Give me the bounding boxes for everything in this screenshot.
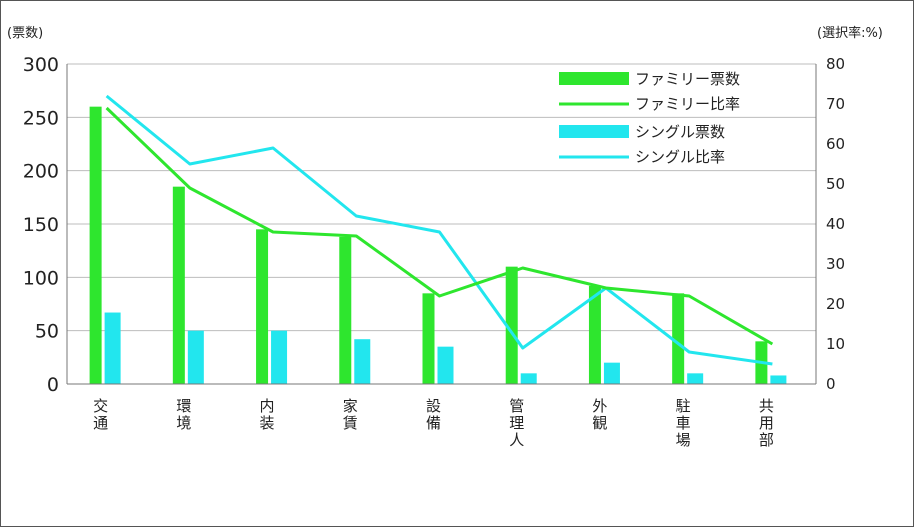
single-votes-bar xyxy=(187,330,204,384)
left-tick-label: 200 xyxy=(23,161,59,183)
legend: ファミリー票数 ファミリー比率 シングル票数 シングル比率 xyxy=(559,70,740,166)
family-votes-bar xyxy=(422,293,435,384)
category-label: 家賃 xyxy=(343,397,358,432)
right-tick-label: 40 xyxy=(826,215,845,233)
family-votes-bar xyxy=(89,106,102,385)
single-votes-bar xyxy=(520,373,537,384)
right-axis-ticks: 0 10 20 30 40 50 60 70 80 xyxy=(826,55,845,393)
category-label: 設備 xyxy=(426,397,441,432)
legend-family-ratio-label: ファミリー比率 xyxy=(635,95,740,113)
single-votes-bar xyxy=(271,330,288,384)
family-votes-bar xyxy=(672,293,685,384)
single-votes-bar xyxy=(354,339,371,384)
family-votes-bar xyxy=(505,266,518,384)
category-label: 内装 xyxy=(260,397,275,432)
axes xyxy=(66,64,817,385)
category-label: 共用部 xyxy=(759,397,774,449)
family-votes-bar xyxy=(172,186,185,384)
legend-single-ratio-label: シングル比率 xyxy=(635,148,725,166)
right-tick-label: 0 xyxy=(826,375,836,393)
legend-family-votes-label: ファミリー票数 xyxy=(635,70,740,88)
single-votes-bar xyxy=(104,312,121,384)
legend-single-votes-label: シングル票数 xyxy=(635,123,725,141)
legend-single-votes-swatch xyxy=(559,125,629,138)
left-tick-label: 100 xyxy=(23,267,59,289)
category-labels: 交通 環境 内装 家賃 設備 管理人 外観 駐車場 共用部 xyxy=(93,397,774,449)
family-votes-bar xyxy=(588,285,601,384)
right-tick-label: 70 xyxy=(826,95,845,113)
gridlines xyxy=(67,63,816,332)
right-tick-label: 50 xyxy=(826,175,845,193)
single-ratio-line xyxy=(105,94,773,366)
single-votes-bars xyxy=(104,312,787,384)
left-tick-label: 0 xyxy=(47,374,59,396)
ratio-lines xyxy=(105,94,774,366)
category-label: 駐車場 xyxy=(676,397,691,449)
family-votes-bar xyxy=(339,236,352,384)
family-votes-bar xyxy=(256,229,269,384)
left-tick-label: 150 xyxy=(23,214,59,236)
right-tick-label: 10 xyxy=(826,335,845,353)
single-votes-bar xyxy=(603,362,620,384)
legend-family-votes-swatch xyxy=(559,72,629,85)
left-tick-label: 250 xyxy=(23,107,59,129)
right-tick-label: 20 xyxy=(826,295,845,313)
category-label: 交通 xyxy=(93,397,108,432)
category-label: 管理人 xyxy=(509,397,524,449)
right-axis-unit-label: (選択率:%) xyxy=(817,25,883,41)
right-tick-label: 30 xyxy=(826,255,845,273)
single-votes-bar xyxy=(687,373,704,384)
category-label: 環境 xyxy=(176,397,191,432)
left-tick-label: 300 xyxy=(23,54,59,76)
left-tick-label: 50 xyxy=(35,321,59,343)
family-votes-bars xyxy=(89,106,768,385)
single-votes-bar xyxy=(437,346,454,384)
right-tick-label: 60 xyxy=(826,135,845,153)
left-axis-unit-label: (票数) xyxy=(7,26,43,41)
left-axis-ticks: 0 50 100 150 200 250 300 xyxy=(23,54,59,396)
single-votes-bar xyxy=(770,375,787,384)
family-ratio-line xyxy=(105,106,774,346)
category-label: 外観 xyxy=(592,397,607,432)
right-tick-label: 80 xyxy=(826,55,845,73)
